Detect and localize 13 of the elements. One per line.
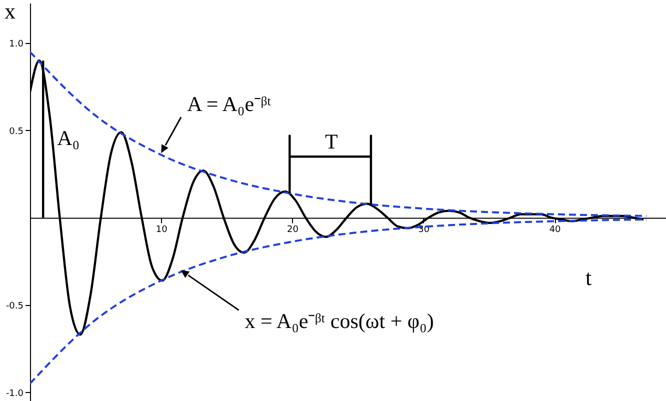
y-axis-title: x [4,0,16,24]
x-axis-title: t [586,265,592,290]
x-tick-label: 20 [287,225,299,236]
y-tick-label: -0.5 [6,301,24,312]
annotation: T [325,129,338,154]
y-tick-label: -1.0 [6,388,24,399]
x-tick-label: 10 [156,225,168,236]
y-tick-label: 1.0 [9,40,24,50]
x-tick-label: 40 [549,225,562,236]
annotation: x = A₀e⁻ᵝᵗ cos(ωt + φ₀) [244,309,434,334]
annotation: A = A₀e⁻ᵝᵗ [187,92,272,116]
annotation: A₀ [57,126,80,150]
y-tick-label: 0.5 [9,126,24,137]
